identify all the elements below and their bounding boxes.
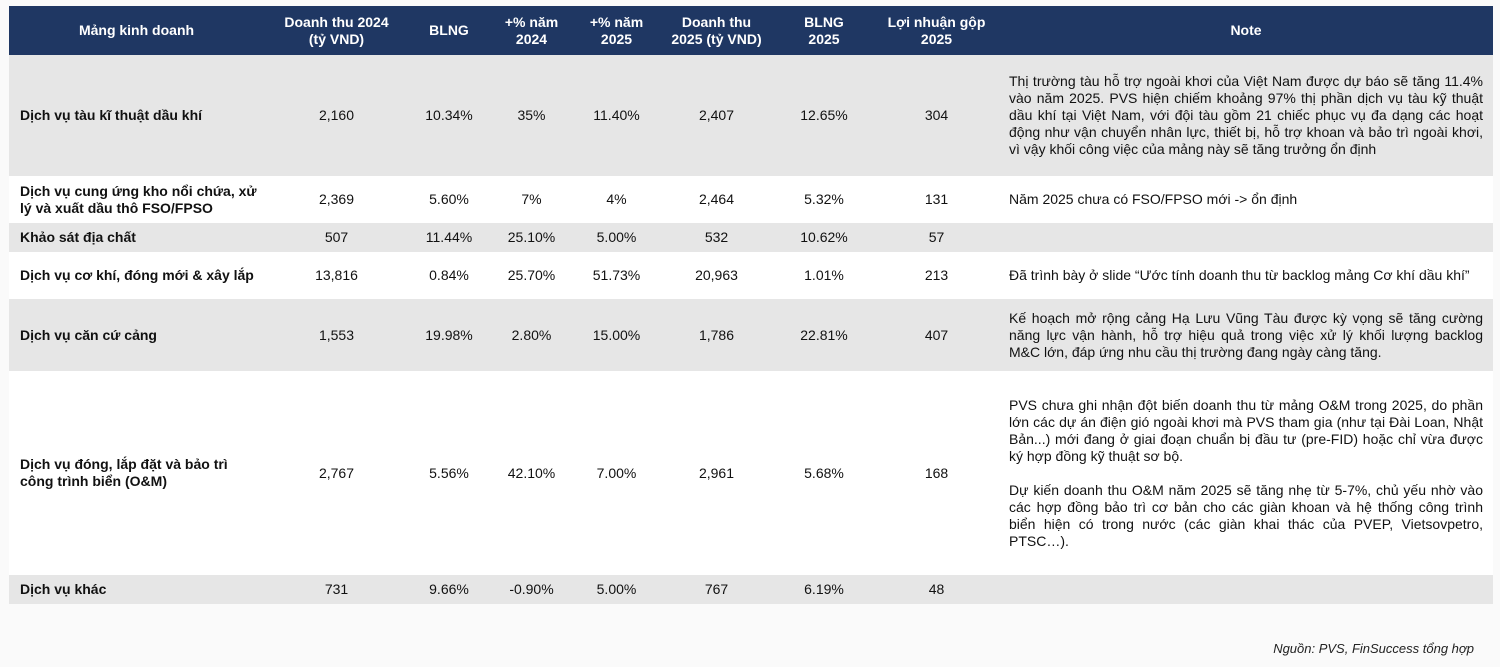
margin-2025-cell: 10.62% xyxy=(774,223,874,252)
margin-2024-cell: 11.44% xyxy=(409,223,489,252)
note-cell: Đã trình bày ở slide “Ước tính doanh thu… xyxy=(999,252,1493,299)
margin-2025-cell: 22.81% xyxy=(774,299,874,371)
header-margin-2025: BLNG 2025 xyxy=(774,6,874,55)
revenue-2024-cell: 13,816 xyxy=(264,252,409,299)
source-note: Nguồn: PVS, FinSuccess tổng hợp xyxy=(1273,641,1474,656)
growth-2024-cell: 35% xyxy=(489,55,574,176)
note-cell xyxy=(999,575,1493,604)
segment-name: Khảo sát địa chất xyxy=(9,223,264,252)
note-paragraph: Kế hoạch mở rộng cảng Hạ Lưu Vũng Tàu đư… xyxy=(1009,309,1483,360)
segment-name: Dịch vụ cơ khí, đóng mới & xây lắp xyxy=(9,252,264,299)
revenue-2025-cell: 2,464 xyxy=(659,176,774,223)
note-paragraph: Thị trường tàu hỗ trợ ngoài khơi của Việ… xyxy=(1009,73,1483,157)
header-note: Note xyxy=(999,6,1493,55)
gross-profit-2025-cell: 131 xyxy=(874,176,999,223)
growth-2025-cell: 7.00% xyxy=(574,371,659,575)
table-row: Dịch vụ cơ khí, đóng mới & xây lắp 13,816… xyxy=(9,252,1493,299)
table-row: Dịch vụ đóng, lắp đặt và bảo trì công tr… xyxy=(9,371,1493,575)
gross-profit-2025-cell: 168 xyxy=(874,371,999,575)
gross-profit-2025-cell: 57 xyxy=(874,223,999,252)
table-row: Dịch vụ căn cứ cảng 1,553 19.98% 2.80% 15.00… xyxy=(9,299,1493,371)
growth-2024-cell: 2.80% xyxy=(489,299,574,371)
growth-2024-cell: 25.70% xyxy=(489,252,574,299)
gross-profit-2025-cell: 48 xyxy=(874,575,999,604)
segment-name: Dịch vụ căn cứ cảng xyxy=(9,299,264,371)
margin-2024-cell: 19.98% xyxy=(409,299,489,371)
revenue-2024-cell: 2,767 xyxy=(264,371,409,575)
note-paragraph: Năm 2025 chưa có FSO/FPSO mới -> ổn định xyxy=(1009,191,1298,207)
growth-2025-cell: 4% xyxy=(574,176,659,223)
revenue-2025-cell: 2,407 xyxy=(659,55,774,176)
table-row: Dịch vụ khác 731 9.66% -0.90% 5.00% 767 6.19% 4… xyxy=(9,575,1493,604)
header-segment: Mảng kinh doanh xyxy=(9,6,264,55)
growth-2025-cell: 5.00% xyxy=(574,575,659,604)
note-cell: Năm 2025 chưa có FSO/FPSO mới -> ổn định xyxy=(999,176,1493,223)
header-growth-2024: +% năm 2024 xyxy=(489,6,574,55)
margin-2025-cell: 1.01% xyxy=(774,252,874,299)
note-cell: PVS chưa ghi nhận đột biến doanh thu từ … xyxy=(999,371,1493,575)
note-cell xyxy=(999,223,1493,252)
table-header-row: Mảng kinh doanh Doanh thu 2024 (tỷ VND) BLN… xyxy=(9,6,1493,55)
note-paragraph: Đã trình bày ở slide “Ước tính doanh thu… xyxy=(1009,267,1470,283)
header-margin-2024: BLNG xyxy=(409,6,489,55)
table-row: Dịch vụ cung ứng kho nổi chứa, xử lý và … xyxy=(9,176,1493,223)
growth-2025-cell: 15.00% xyxy=(574,299,659,371)
revenue-2025-cell: 532 xyxy=(659,223,774,252)
revenue-2024-cell: 2,369 xyxy=(264,176,409,223)
margin-2025-cell: 6.19% xyxy=(774,575,874,604)
segment-name: Dịch vụ cung ứng kho nổi chứa, xử lý và … xyxy=(9,176,264,223)
note-cell: Thị trường tàu hỗ trợ ngoài khơi của Việ… xyxy=(999,55,1493,176)
gross-profit-2025-cell: 407 xyxy=(874,299,999,371)
header-revenue-2025: Doanh thu 2025 (tỷ VND) xyxy=(659,6,774,55)
revenue-2024-cell: 507 xyxy=(264,223,409,252)
segment-name: Dịch vụ đóng, lắp đặt và bảo trì công tr… xyxy=(9,371,264,575)
margin-2024-cell: 0.84% xyxy=(409,252,489,299)
header-growth-2025: +% năm 2025 xyxy=(574,6,659,55)
segment-name: Dịch vụ tàu kĩ thuật dầu khí xyxy=(9,55,264,176)
margin-2024-cell: 5.60% xyxy=(409,176,489,223)
note-paragraph: Dự kiến doanh thu O&M năm 2025 sẽ tăng n… xyxy=(1009,481,1483,549)
header-revenue-2024: Doanh thu 2024 (tỷ VND) xyxy=(264,6,409,55)
business-segments-table: Mảng kinh doanh Doanh thu 2024 (tỷ VND) BLN… xyxy=(9,6,1493,604)
growth-2025-cell: 51.73% xyxy=(574,252,659,299)
growth-2024-cell: 7% xyxy=(489,176,574,223)
revenue-2025-cell: 20,963 xyxy=(659,252,774,299)
revenue-2024-cell: 2,160 xyxy=(264,55,409,176)
gross-profit-2025-cell: 213 xyxy=(874,252,999,299)
margin-2024-cell: 5.56% xyxy=(409,371,489,575)
revenue-2025-cell: 767 xyxy=(659,575,774,604)
growth-2024-cell: 42.10% xyxy=(489,371,574,575)
margin-2025-cell: 12.65% xyxy=(774,55,874,176)
growth-2025-cell: 11.40% xyxy=(574,55,659,176)
revenue-2024-cell: 731 xyxy=(264,575,409,604)
table-row: Dịch vụ tàu kĩ thuật dầu khí 2,160 10.34% 3… xyxy=(9,55,1493,176)
header-gross-profit-2025: Lợi nhuận gộp 2025 xyxy=(874,6,999,55)
growth-2025-cell: 5.00% xyxy=(574,223,659,252)
margin-2025-cell: 5.68% xyxy=(774,371,874,575)
margin-2025-cell: 5.32% xyxy=(774,176,874,223)
segment-name: Dịch vụ khác xyxy=(9,575,264,604)
gross-profit-2025-cell: 304 xyxy=(874,55,999,176)
revenue-2024-cell: 1,553 xyxy=(264,299,409,371)
growth-2024-cell: 25.10% xyxy=(489,223,574,252)
table-row: Khảo sát địa chất 507 11.44% 25.10% 5.00% 532… xyxy=(9,223,1493,252)
margin-2024-cell: 10.34% xyxy=(409,55,489,176)
revenue-2025-cell: 2,961 xyxy=(659,371,774,575)
growth-2024-cell: -0.90% xyxy=(489,575,574,604)
margin-2024-cell: 9.66% xyxy=(409,575,489,604)
note-cell: Kế hoạch mở rộng cảng Hạ Lưu Vũng Tàu đư… xyxy=(999,299,1493,371)
revenue-2025-cell: 1,786 xyxy=(659,299,774,371)
note-paragraph: PVS chưa ghi nhận đột biến doanh thu từ … xyxy=(1009,396,1483,464)
